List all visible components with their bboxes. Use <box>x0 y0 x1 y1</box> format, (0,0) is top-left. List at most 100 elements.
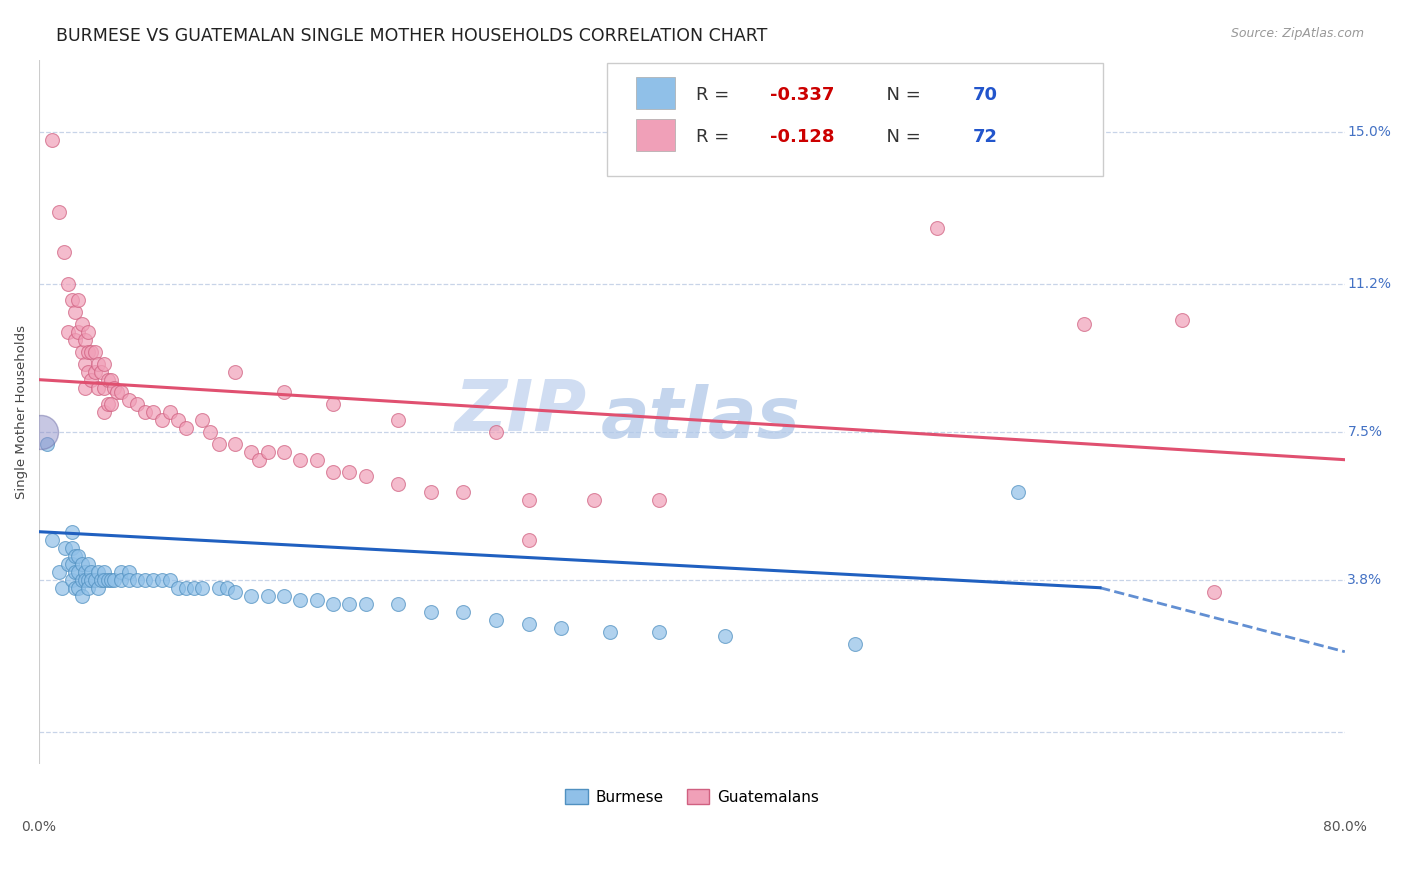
Point <box>166 412 188 426</box>
Point <box>249 452 271 467</box>
Point <box>387 597 409 611</box>
Point <box>110 573 132 587</box>
Point <box>1204 584 1226 599</box>
Point <box>337 597 360 611</box>
Point <box>159 573 181 587</box>
Point <box>1007 484 1029 499</box>
Point <box>925 220 948 235</box>
Point <box>67 565 90 579</box>
Point <box>67 549 90 563</box>
Point <box>103 381 125 395</box>
Text: -0.337: -0.337 <box>770 86 835 103</box>
Point <box>273 589 295 603</box>
Point <box>80 373 103 387</box>
Point <box>97 397 120 411</box>
Point <box>67 293 90 307</box>
Point <box>93 405 115 419</box>
Point <box>134 573 156 587</box>
Text: atlas: atlas <box>600 384 800 453</box>
Point <box>41 133 63 147</box>
Point <box>273 444 295 458</box>
Text: 80.0%: 80.0% <box>1323 820 1367 834</box>
Point <box>60 293 83 307</box>
Point <box>100 397 122 411</box>
Point <box>118 573 141 587</box>
Point <box>256 444 278 458</box>
Text: N =: N = <box>875 86 927 103</box>
Point <box>73 381 96 395</box>
Point <box>93 381 115 395</box>
Text: 70: 70 <box>973 86 998 103</box>
Point <box>30 425 52 439</box>
Point <box>485 425 508 439</box>
Point <box>215 581 238 595</box>
Point <box>183 581 205 595</box>
Point <box>1170 312 1192 326</box>
Point <box>322 397 344 411</box>
Point <box>583 492 606 507</box>
Text: 15.0%: 15.0% <box>1347 125 1392 138</box>
Point <box>90 573 112 587</box>
Text: R =: R = <box>696 128 735 146</box>
Point <box>87 565 110 579</box>
Point <box>648 624 671 639</box>
Point <box>134 405 156 419</box>
Point <box>517 492 540 507</box>
Point <box>60 524 83 539</box>
Point <box>142 573 165 587</box>
Point <box>305 452 328 467</box>
Point <box>337 465 360 479</box>
Text: 0.0%: 0.0% <box>21 820 56 834</box>
Point <box>290 592 312 607</box>
Point <box>224 365 246 379</box>
Point <box>67 581 90 595</box>
Point <box>125 573 148 587</box>
Point <box>73 573 96 587</box>
Point <box>240 444 263 458</box>
Point <box>107 384 129 399</box>
Point <box>73 333 96 347</box>
Text: Source: ZipAtlas.com: Source: ZipAtlas.com <box>1230 27 1364 40</box>
FancyBboxPatch shape <box>636 78 675 109</box>
Point <box>208 581 231 595</box>
Point <box>453 605 475 619</box>
Point <box>67 325 90 339</box>
Point <box>387 412 409 426</box>
Point <box>63 565 86 579</box>
Text: 72: 72 <box>973 128 998 146</box>
FancyBboxPatch shape <box>636 120 675 151</box>
Point <box>550 621 572 635</box>
Point <box>52 244 75 259</box>
Text: BURMESE VS GUATEMALAN SINGLE MOTHER HOUSEHOLDS CORRELATION CHART: BURMESE VS GUATEMALAN SINGLE MOTHER HOUS… <box>56 27 768 45</box>
Point <box>51 581 73 595</box>
Point <box>844 637 866 651</box>
Legend: Burmese, Guatemalans: Burmese, Guatemalans <box>557 781 827 813</box>
Point <box>354 597 377 611</box>
Point <box>58 557 80 571</box>
Point <box>87 357 110 371</box>
Point <box>485 613 508 627</box>
Point <box>90 365 112 379</box>
Text: 11.2%: 11.2% <box>1347 277 1392 291</box>
Point <box>103 573 125 587</box>
Point <box>419 605 441 619</box>
Point <box>110 565 132 579</box>
Point <box>191 581 214 595</box>
Point <box>517 616 540 631</box>
Point <box>70 557 93 571</box>
Point <box>77 573 100 587</box>
Point <box>322 597 344 611</box>
Y-axis label: Single Mother Households: Single Mother Households <box>15 325 28 499</box>
Text: R =: R = <box>696 86 735 103</box>
Text: N =: N = <box>875 128 927 146</box>
Point <box>191 412 214 426</box>
Point <box>166 581 188 595</box>
Point <box>322 465 344 479</box>
Point <box>174 420 197 434</box>
Point <box>41 533 63 547</box>
Point <box>599 624 621 639</box>
Point <box>354 468 377 483</box>
Point <box>83 573 105 587</box>
Point <box>517 533 540 547</box>
Point <box>83 344 105 359</box>
